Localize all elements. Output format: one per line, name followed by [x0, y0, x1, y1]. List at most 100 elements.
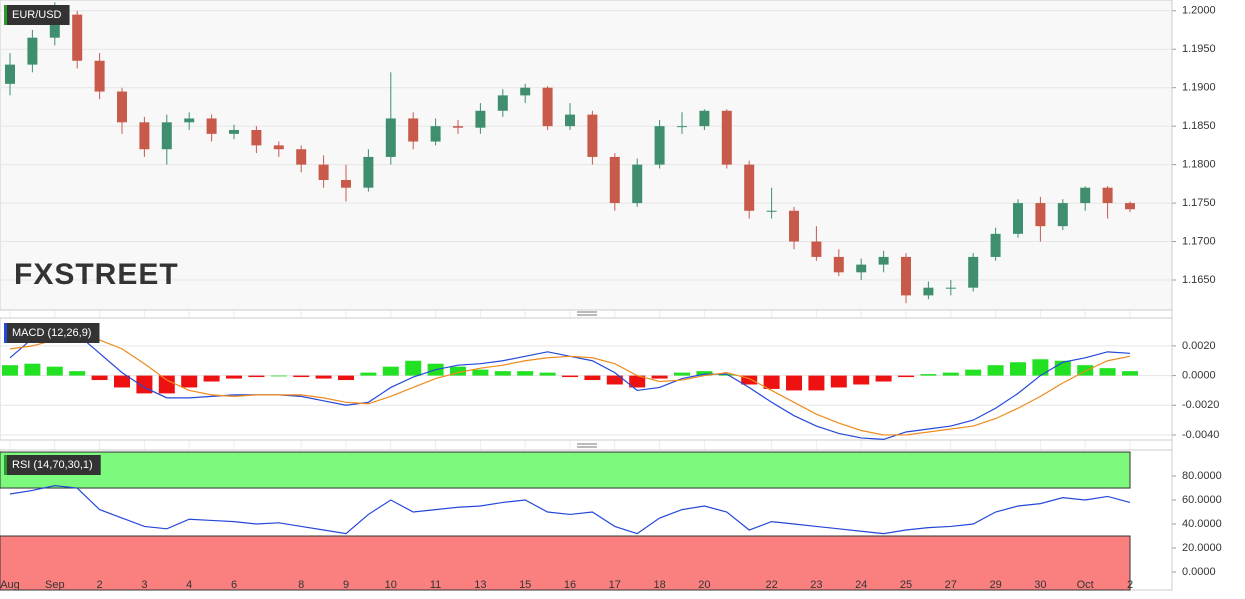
- watermark: FXSTREET: [14, 258, 179, 291]
- candle-body: [856, 264, 867, 273]
- candle-body: [632, 164, 643, 204]
- x-tick-label: 23: [810, 579, 822, 591]
- candle-body: [744, 164, 755, 211]
- histogram-bar: [382, 366, 399, 376]
- candle-body: [833, 256, 844, 273]
- histogram-bar: [674, 372, 690, 376]
- candle-body: [565, 114, 575, 127]
- histogram-bar: [606, 375, 623, 385]
- histogram-bar: [875, 375, 892, 382]
- x-tick-label: 16: [564, 579, 576, 591]
- x-tick-label: 9: [343, 579, 349, 591]
- candle-body: [5, 64, 15, 84]
- overbought-zone: [0, 451, 1131, 489]
- candle-body: [363, 156, 374, 188]
- panel-title-box: [4, 323, 100, 343]
- candle-body: [1080, 187, 1091, 204]
- candle-body: [385, 118, 396, 157]
- x-tick-label: 2: [1127, 579, 1133, 591]
- x-tick-label: Sep: [45, 579, 65, 591]
- histogram-bar: [270, 375, 287, 377]
- candle-body: [811, 241, 822, 257]
- candle-body: [206, 118, 217, 134]
- candle-body: [430, 126, 441, 142]
- histogram-bar: [808, 375, 825, 391]
- panel-title: EUR/USD: [4, 5, 70, 25]
- candle-body: [654, 126, 665, 165]
- panel-title: RSI (14,70,30,1): [4, 455, 101, 475]
- histogram-bar: [651, 375, 668, 379]
- histogram-bar: [46, 366, 63, 376]
- histogram-bar: [181, 375, 198, 388]
- histogram-bar: [248, 375, 265, 378]
- histogram-bar: [629, 375, 646, 388]
- histogram-bar: [942, 372, 959, 376]
- y-tick-label: 1.1850: [1182, 120, 1216, 132]
- histogram-bar: [226, 375, 242, 379]
- x-tick-label: Oct: [1077, 579, 1094, 591]
- candle-body: [1013, 203, 1023, 234]
- candle-body: [408, 118, 419, 142]
- histogram-bar: [987, 365, 1004, 376]
- histogram-bar: [1054, 360, 1071, 376]
- candle-body: [229, 130, 239, 134]
- histogram-bar: [920, 374, 937, 376]
- y-tick-label: -0.0020: [1182, 399, 1219, 411]
- panel-title: MACD (12,26,9): [4, 323, 100, 343]
- x-tick-label: 27: [945, 579, 957, 591]
- histogram-bar: [763, 375, 780, 389]
- y-tick-label: 1.1750: [1182, 197, 1216, 209]
- oversold-zone: [0, 535, 1131, 591]
- x-tick-label: 11: [430, 579, 441, 591]
- x-tick-label: 25: [900, 579, 912, 591]
- candle-body: [49, 14, 60, 38]
- candle-body: [184, 118, 195, 123]
- candle-body: [766, 210, 777, 212]
- rsi-line: [9, 485, 1131, 535]
- y-tick-label: 1.2000: [1182, 5, 1216, 17]
- candle-body: [677, 126, 687, 128]
- y-tick-label: 0.0000: [1182, 369, 1216, 381]
- histogram-bar: [718, 374, 735, 376]
- x-tick-label: 18: [653, 579, 665, 591]
- candle-body: [475, 110, 486, 128]
- histogram-bar: [91, 375, 108, 381]
- histogram-bar: [293, 375, 310, 378]
- x-tick-label: 20: [698, 579, 710, 591]
- candle-body: [901, 256, 911, 296]
- histogram-bar: [1077, 365, 1094, 376]
- y-tick-label: -0.0040: [1182, 429, 1219, 441]
- x-tick-label: 22: [765, 579, 777, 591]
- histogram-bar: [158, 375, 175, 394]
- x-tick-label: 3: [141, 579, 147, 591]
- histogram-bar: [494, 371, 511, 376]
- candle-body: [27, 37, 38, 65]
- panel-accent: [4, 323, 7, 343]
- histogram-bar: [24, 363, 41, 376]
- y-tick-label: 20.0000: [1182, 542, 1222, 554]
- histogram-bar: [203, 375, 220, 382]
- candle-body: [117, 91, 127, 123]
- candle-body: [94, 60, 105, 92]
- candle-body: [273, 145, 284, 150]
- x-tick-label: 2: [97, 579, 103, 591]
- candle-body: [945, 287, 956, 289]
- x-tick-label: 30: [1034, 579, 1046, 591]
- y-tick-label: 0.0020: [1182, 340, 1216, 352]
- candle-body: [251, 130, 262, 146]
- y-tick-label: 0.0000: [1182, 566, 1216, 578]
- y-tick-label: 1.1700: [1182, 235, 1216, 247]
- histogram-bar: [584, 375, 601, 381]
- histogram-bar: [1122, 371, 1138, 376]
- panel-title-box: [4, 455, 101, 475]
- x-tick-label: 17: [609, 579, 621, 591]
- histogram-bar: [450, 366, 466, 376]
- panel-accent: [4, 5, 7, 25]
- candle-body: [542, 87, 553, 127]
- x-tick-label: 29: [989, 579, 1001, 591]
- candle-body: [699, 110, 710, 127]
- candle-body: [161, 122, 172, 150]
- histogram-bar: [136, 375, 153, 394]
- candle-body: [609, 156, 620, 204]
